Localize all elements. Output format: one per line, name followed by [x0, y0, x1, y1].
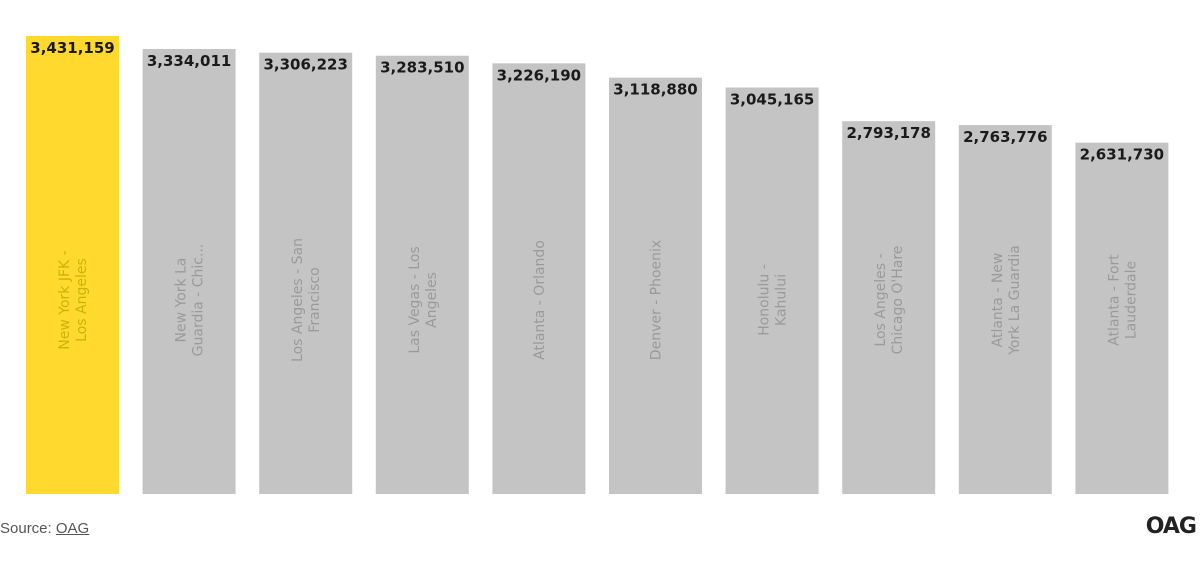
svg-text:Atlanta - NewYork La Guardia: Atlanta - NewYork La Guardia: [990, 245, 1023, 356]
category-label-2: New York LaGuardia - Chic...: [174, 244, 207, 357]
category-label-8: Los Angeles -Chicago O'Hare: [873, 246, 906, 355]
svg-text:Denver - Phoenix: Denver - Phoenix: [649, 240, 665, 360]
bar-chart: 3,431,159 New York JFK -Los Angeles 3,334,…: [26, 36, 1169, 495]
value-label-4: 3,283,510: [380, 59, 464, 77]
svg-text:New York LaGuardia - Chic...: New York LaGuardia - Chic...: [174, 244, 207, 357]
source-link[interactable]: OAG: [55, 520, 90, 537]
bar-10: [1075, 142, 1169, 495]
bar-2: [142, 48, 236, 495]
bar-6: [609, 77, 702, 494]
source-prefix: Source:: [0, 520, 56, 537]
value-label-7: 3,045,165: [730, 91, 814, 109]
category-label-1: New York JFK -Los Angeles: [57, 250, 90, 349]
svg-text:Los Angeles - SanFrancisco: Los Angeles - SanFrancisco: [290, 238, 323, 362]
svg-text:New York JFK -Los Angeles: New York JFK -Los Angeles: [57, 250, 90, 349]
value-label-2: 3,334,011: [147, 52, 231, 70]
value-label-1: 3,431,159: [30, 39, 114, 57]
value-label-3: 3,306,223: [263, 56, 347, 74]
category-label-7: Honolulu -Kahului: [757, 264, 790, 336]
bar-7: [725, 87, 819, 494]
category-label-5: Atlanta - Orlando: [532, 240, 548, 360]
svg-text:Atlanta - Orlando: Atlanta - Orlando: [532, 240, 548, 360]
source-note: Source: OAG: [0, 520, 89, 537]
bar-4: [375, 55, 469, 495]
bar-8: [842, 121, 936, 494]
svg-text:Las Vegas - LosAngeles: Las Vegas - LosAngeles: [407, 246, 440, 353]
value-label-10: 2,631,730: [1080, 146, 1164, 164]
bar-1: [26, 36, 119, 494]
value-label-8: 2,793,178: [846, 124, 930, 142]
value-label-6: 3,118,880: [613, 81, 697, 99]
svg-text:Honolulu -Kahului: Honolulu -Kahului: [757, 264, 790, 336]
svg-text:Los Angeles -Chicago O'Hare: Los Angeles -Chicago O'Hare: [873, 246, 906, 355]
value-label-9: 2,763,776: [963, 128, 1047, 146]
category-label-10: Atlanta - FortLauderdale: [1106, 254, 1139, 346]
value-label-5: 3,226,190: [497, 66, 581, 84]
category-label-3: Los Angeles - SanFrancisco: [290, 238, 323, 362]
category-label-6: Denver - Phoenix: [649, 240, 665, 360]
category-label-9: Atlanta - NewYork La Guardia: [990, 245, 1023, 356]
category-label-4: Las Vegas - LosAngeles: [407, 246, 440, 353]
bar-5: [492, 63, 586, 494]
bar-9: [958, 125, 1052, 494]
svg-text:Atlanta - FortLauderdale: Atlanta - FortLauderdale: [1106, 254, 1139, 346]
bar-3: [259, 52, 353, 494]
oag-logo: OAG: [1145, 514, 1197, 539]
